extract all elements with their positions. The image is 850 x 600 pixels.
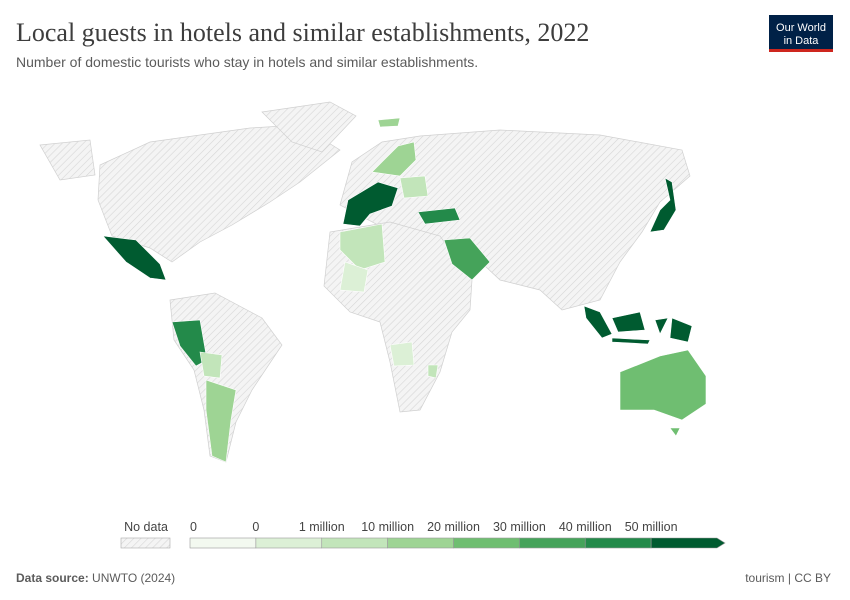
legend-bin[interactable] bbox=[387, 537, 454, 549]
legend-bin[interactable] bbox=[453, 537, 520, 549]
logo-text: in Data bbox=[784, 35, 820, 47]
land bbox=[39, 139, 96, 181]
logo-bar bbox=[769, 49, 833, 52]
legend-label: 20 million bbox=[427, 520, 480, 534]
legend-label: 0 bbox=[190, 520, 197, 534]
logo[interactable]: Our World in Data bbox=[769, 15, 833, 52]
country bbox=[443, 237, 491, 281]
footer-license: tourism | CC BY bbox=[745, 571, 831, 585]
legend-label: 0 bbox=[252, 520, 259, 534]
land bbox=[261, 101, 357, 153]
logo-text: Our World bbox=[776, 22, 826, 34]
logo-box bbox=[769, 15, 833, 52]
legend-swatch[interactable] bbox=[120, 537, 171, 549]
legend-label: 30 million bbox=[493, 520, 546, 534]
country bbox=[417, 207, 461, 225]
country bbox=[583, 305, 693, 345]
source-label: Data source: bbox=[16, 571, 89, 585]
country bbox=[649, 177, 677, 233]
country bbox=[205, 379, 237, 463]
legend-bin[interactable] bbox=[189, 537, 257, 549]
legend-bin[interactable] bbox=[584, 537, 652, 549]
legend-bin[interactable] bbox=[650, 537, 726, 549]
country bbox=[619, 349, 707, 437]
country bbox=[377, 117, 401, 128]
country bbox=[199, 351, 223, 379]
map bbox=[39, 101, 707, 463]
legend-label: 50 million bbox=[625, 520, 678, 534]
legend-label: 40 million bbox=[559, 520, 612, 534]
country bbox=[339, 223, 386, 271]
legend-bin[interactable] bbox=[321, 537, 388, 549]
legend: No data 0 0 1 million 10 million 20 million 3… bbox=[120, 520, 726, 549]
legend-bin[interactable] bbox=[255, 537, 323, 549]
country bbox=[399, 175, 429, 199]
subtitle: Number of domestic tourists who stay in … bbox=[16, 54, 478, 70]
footer-source: Data source: UNWTO (2024) bbox=[16, 571, 175, 585]
source: UNWTO (2024) bbox=[92, 571, 175, 585]
country bbox=[171, 319, 208, 367]
country bbox=[427, 364, 439, 379]
country bbox=[102, 235, 167, 281]
country bbox=[342, 181, 399, 227]
country bbox=[371, 141, 417, 177]
legend-label: 1 million bbox=[299, 520, 345, 534]
country bbox=[389, 341, 415, 367]
legend-label: 10 million bbox=[361, 520, 414, 534]
legend-label: No data bbox=[124, 520, 168, 534]
legend-bin[interactable] bbox=[519, 537, 586, 549]
country bbox=[339, 261, 369, 293]
title: Local guests in hotels and similar estab… bbox=[16, 18, 589, 47]
